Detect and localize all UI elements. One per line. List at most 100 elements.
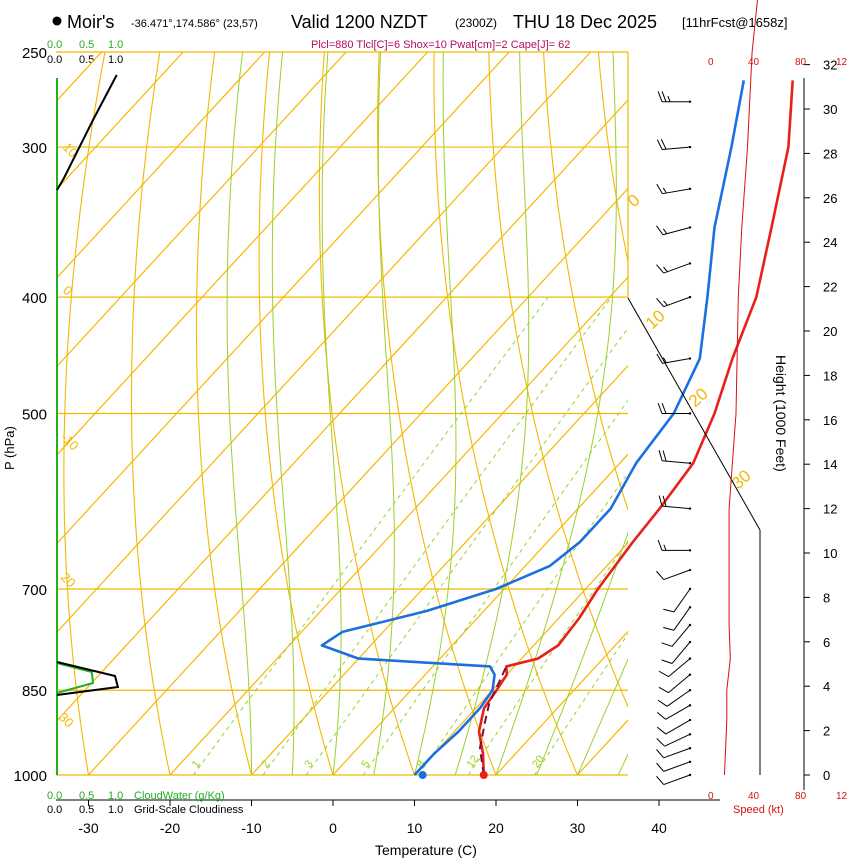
pressure-axis-ticks: 250 300 400 500 700 850 1000	[14, 45, 47, 785]
station-name: Moir's	[67, 12, 114, 32]
forecast-run: [11hrFcst@1658z]	[682, 15, 787, 30]
wind-barb-half-flag	[663, 300, 668, 306]
moist-adiabat-line	[454, 52, 530, 775]
wind-barb-flag	[656, 183, 663, 194]
moist-adiabat-line	[271, 52, 295, 775]
cloudiness-tick: 0.5	[79, 54, 94, 66]
isotherm-line	[56, 52, 266, 280]
x-tick-label: -20	[160, 820, 180, 836]
cloud-water-profile	[56, 662, 95, 694]
dry-adiabat-line	[195, 52, 253, 775]
wind-barb-base	[688, 606, 692, 609]
wind-barb-base	[688, 640, 692, 644]
wind-barb-flag	[656, 762, 665, 772]
cloudiness-tick: 1.0	[108, 54, 123, 66]
dewpoint-trace	[320, 80, 746, 776]
wind-barb-flag	[656, 775, 665, 785]
dry-adiabat-line	[488, 52, 628, 709]
cloudiness-tick: 0.5	[79, 804, 94, 816]
height-tick-label: 2	[823, 724, 830, 739]
wind-barb-flag	[656, 139, 663, 150]
speed-tick-top: 40	[748, 57, 760, 68]
height-axis-label: Height (1000 Feet)	[773, 355, 789, 472]
dry-adiabat-line	[318, 52, 416, 775]
wind-barb-base	[688, 357, 692, 360]
wind-barb-flag	[658, 686, 669, 694]
isotherm-upper-label: 20	[685, 384, 712, 411]
height-tick-label: 16	[823, 413, 837, 428]
wind-barb	[663, 761, 691, 772]
wind-barb	[671, 641, 691, 664]
moist-adiabat-line	[414, 52, 457, 775]
pressure-tick-label: 500	[22, 407, 47, 424]
isotherm-line	[332, 453, 628, 775]
isotherm-edge-label: 0	[60, 283, 76, 299]
x-tick-label: -30	[78, 820, 98, 836]
pressure-tick-label: 300	[22, 140, 47, 157]
isotherm-line	[576, 719, 628, 775]
height-tick-label: 32	[823, 58, 837, 73]
y-axis-label: P (hPa)	[2, 426, 17, 470]
height-tick-label: 26	[823, 191, 837, 206]
x-tick-label: 10	[407, 820, 423, 836]
moist-adiabat-line	[373, 52, 395, 775]
wind-barb-base	[688, 718, 692, 722]
x-axis-label: Temperature (C)	[375, 842, 477, 858]
wind-speed-line	[724, 0, 758, 776]
wind-barb-flag	[658, 670, 669, 678]
cloud-water-tick: 0.0	[47, 39, 62, 51]
wind-barb	[668, 658, 691, 678]
wind-barbs	[656, 91, 692, 786]
speed-tick-top: 12	[836, 57, 848, 68]
dry-adiabat-line	[433, 52, 579, 775]
height-tick-label: 6	[823, 635, 830, 650]
surface-dewpoint-marker	[418, 771, 427, 779]
wind-barb-flag	[656, 264, 665, 274]
mixing-ratio-label: 3	[302, 758, 315, 770]
wind-barb-flag	[658, 450, 663, 461]
speed-tick-top: 80	[795, 57, 807, 68]
mixing-ratio-label: 8	[415, 758, 428, 770]
wind-barb-flag	[663, 608, 675, 613]
dry-adiabat-line	[597, 52, 628, 264]
x-tick-label: 30	[570, 820, 586, 836]
wind-barb	[662, 460, 691, 464]
moist-adiabat-line	[617, 753, 628, 775]
height-tick-label: 14	[823, 457, 837, 472]
pressure-tick-label: 400	[22, 290, 47, 307]
pressure-tick-label: 250	[22, 45, 47, 62]
wind-barb-flag	[658, 495, 663, 507]
temperature-trace	[477, 80, 794, 776]
wind-barb-flag	[663, 627, 675, 631]
dry-adiabat-line	[258, 52, 334, 775]
mixing-ratio-label: 5	[359, 758, 372, 770]
isotherm-line	[413, 542, 628, 775]
moist-adiabat-line	[321, 52, 342, 775]
cloud-scale-top: 0.0 0.5 1.0 0.0 0.5 1.0	[47, 39, 123, 66]
isotherm-line	[56, 99, 628, 723]
mixing-ratio-line	[468, 540, 628, 775]
wind-barb-half-flag	[662, 228, 668, 234]
cloud-water-tick: 0.0	[47, 790, 62, 802]
wind-barb	[662, 188, 691, 195]
wind-barb	[663, 569, 691, 581]
station-dot-icon	[52, 16, 62, 26]
zulu-time: (2300Z)	[455, 16, 497, 30]
wind-barb-base	[688, 100, 692, 103]
station-coords: -36.471°,174.586° (23,57)	[131, 18, 258, 30]
wind-barb-flag	[657, 91, 663, 102]
height-tick-label: 22	[823, 280, 837, 295]
dry-adiabat-lines	[63, 52, 628, 775]
wind-barb-base	[688, 587, 692, 591]
height-tick-label: 24	[823, 235, 837, 250]
wind-barb	[665, 719, 691, 735]
wind-barb	[673, 606, 691, 631]
sounding-parameters: Plcl=880 Tlcl[C]=6 Shox=10 Pwat[cm]=2 Ca…	[311, 39, 570, 51]
wind-barb-base	[688, 145, 692, 149]
isotherm-line	[169, 276, 628, 775]
cloud-water-label: CloudWater (g/Kg)	[134, 790, 225, 802]
mixing-ratio-line	[362, 399, 628, 775]
height-tick-label: 8	[823, 590, 830, 605]
wind-barb-flag	[660, 139, 667, 150]
isotherm-line	[56, 52, 510, 546]
